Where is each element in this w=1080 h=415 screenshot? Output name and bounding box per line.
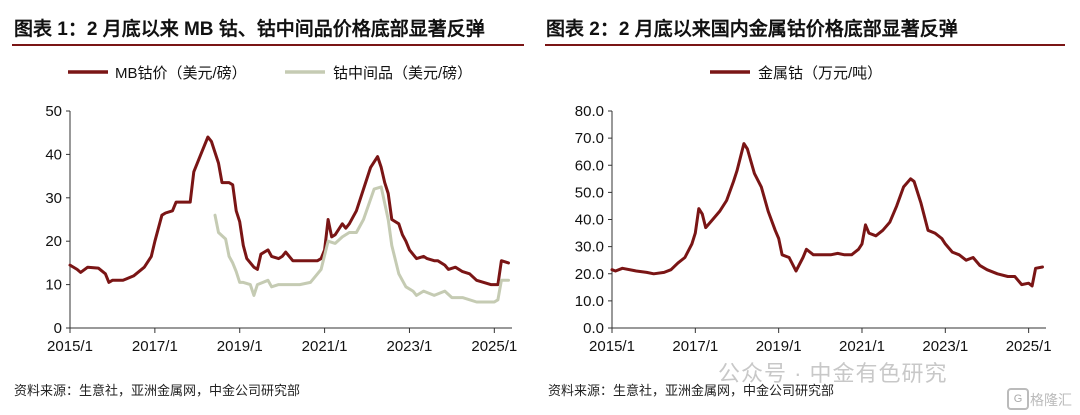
chart2-x-tick-label: 2025/1 [1006, 338, 1052, 355]
chart1-series-2-line [213, 185, 510, 304]
chart2-y-tick-label: 10.0 [575, 293, 604, 310]
chart1-x-tick-label: 2021/1 [302, 338, 348, 355]
chart1-y-tick-label: 30 [45, 190, 62, 207]
chart2-x-tick-label: 2021/1 [839, 338, 885, 355]
chart1-x-tick-label: 2017/1 [132, 338, 178, 355]
chart2-series-1-line [610, 142, 1044, 288]
chart1-x-tick-label: 2015/1 [47, 338, 93, 355]
watermark-badge: 格隆汇 [1030, 392, 1072, 408]
watermark-logo-icon: G [1007, 388, 1029, 410]
chart1-y-tick-label: 40 [45, 146, 62, 163]
chart1-y-tick-label: 10 [45, 277, 62, 294]
chart1-legend-2-label: 钴中间品（美元/磅） [333, 65, 472, 82]
chart1-y-tick-label: 20 [45, 233, 62, 250]
chart2-source: 资料来源：生意社，亚洲金属网，中金公司研究部 [548, 383, 835, 398]
chart2-y-tick-label: 50.0 [575, 184, 604, 201]
chart2-y-tick-label: 60.0 [575, 157, 604, 174]
chart1-x-tick-label: 2025/1 [471, 338, 517, 355]
chart1-y-tick-label: 0 [54, 320, 62, 337]
chart2-y-tick-label: 70.0 [575, 130, 604, 147]
chart1-title-rule [12, 44, 524, 46]
chart2-title-rule [545, 44, 1065, 46]
chart1-x-tick-label: 2023/1 [387, 338, 433, 355]
watermark-text: 公众号 · 中金有色研究 [718, 361, 948, 386]
chart2-y-tick-label: 80.0 [575, 103, 604, 120]
chart2-y-tick-label: 40.0 [575, 212, 604, 229]
chart2-legend-1-label: 金属钴（万元/吨） [758, 65, 882, 82]
chart2-y-tick-label: 30.0 [575, 239, 604, 256]
chart1-title: 图表 1：2 月底以来 MB 钴、钴中间品价格底部显著反弹 [14, 19, 485, 40]
chart2-y-tick-label: 20.0 [575, 266, 604, 283]
chart1-series-1-line [68, 135, 510, 287]
chart1-legend-1-label: MB钴价（美元/磅） [115, 65, 247, 82]
chart1-y-tick-label: 50 [45, 103, 62, 120]
chart2-x-tick-label: 2017/1 [672, 338, 718, 355]
chart2-y-tick-label: 0.0 [583, 320, 604, 337]
chart1-source: 资料来源：生意社，亚洲金属网，中金公司研究部 [14, 383, 301, 398]
chart2-x-tick-label: 2019/1 [756, 338, 802, 355]
chart1-x-tick-label: 2019/1 [217, 338, 263, 355]
chart2-x-tick-label: 2015/1 [589, 338, 635, 355]
chart2-x-tick-label: 2023/1 [922, 338, 968, 355]
chart2-title: 图表 2：2 月底以来国内金属钴价格底部显著反弹 [546, 19, 958, 40]
